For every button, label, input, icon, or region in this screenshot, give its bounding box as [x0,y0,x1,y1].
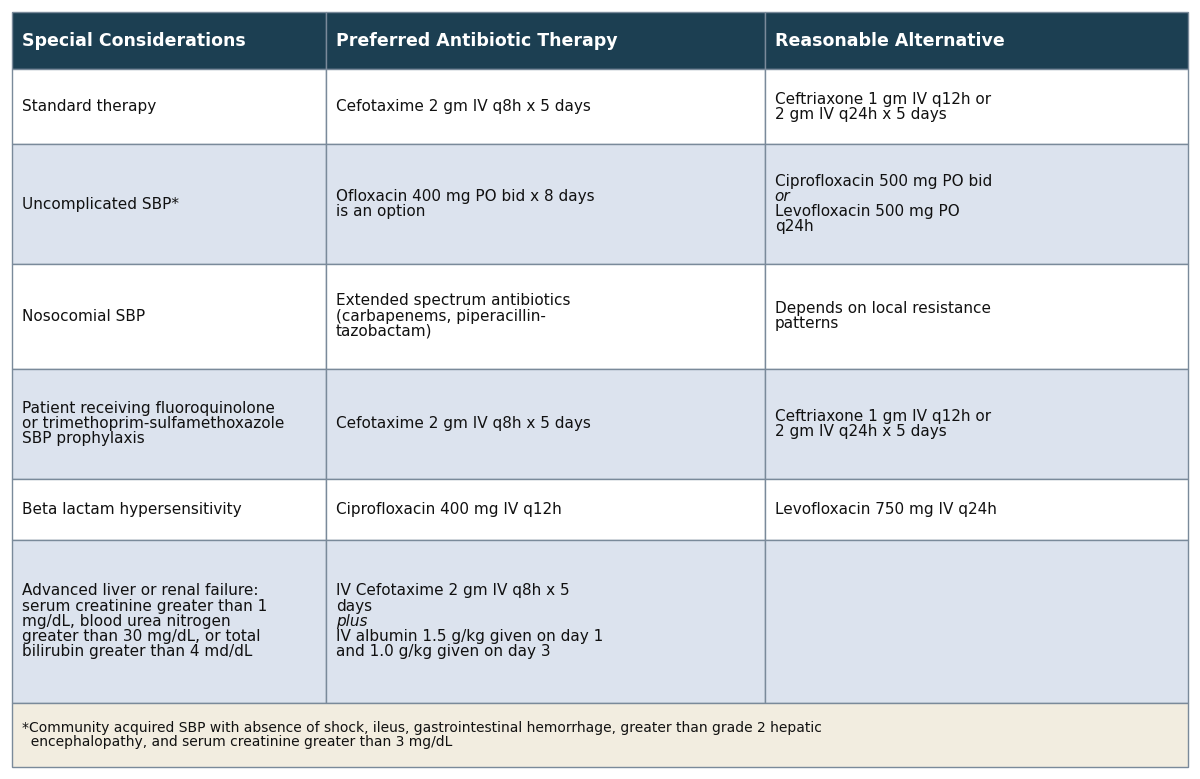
Text: Reasonable Alternative: Reasonable Alternative [775,32,1004,50]
Bar [325,368,764,479]
Text: 2 gm IV q24h x 5 days: 2 gm IV q24h x 5 days [775,424,947,439]
Bar [12,540,325,703]
Bar [764,479,1188,540]
Text: Uncomplicated SBP*: Uncomplicated SBP* [22,196,179,212]
Bar [764,12,1188,69]
Text: Nosocomial SBP: Nosocomial SBP [22,308,145,323]
Text: serum creatinine greater than 1: serum creatinine greater than 1 [22,598,268,614]
Bar [764,144,1188,263]
Text: Advanced liver or renal failure:: Advanced liver or renal failure: [22,583,258,598]
Text: bilirubin greater than 4 md/dL: bilirubin greater than 4 md/dL [22,644,252,659]
Text: tazobactam): tazobactam) [336,324,432,339]
Text: or: or [775,189,791,204]
Bar [325,12,764,69]
Text: SBP prophylaxis: SBP prophylaxis [22,432,145,446]
Text: Levofloxacin 500 mg PO: Levofloxacin 500 mg PO [775,204,959,219]
Bar [325,479,764,540]
Bar [12,144,325,263]
Text: encephalopathy, and serum creatinine greater than 3 mg/dL: encephalopathy, and serum creatinine gre… [22,735,452,749]
Text: Ofloxacin 400 mg PO bid x 8 days: Ofloxacin 400 mg PO bid x 8 days [336,189,594,204]
Text: Cefotaxime 2 gm IV q8h x 5 days: Cefotaxime 2 gm IV q8h x 5 days [336,416,590,432]
Text: Patient receiving fluoroquinolone: Patient receiving fluoroquinolone [22,401,275,416]
Bar [12,263,325,368]
Text: Ciprofloxacin 500 mg PO bid: Ciprofloxacin 500 mg PO bid [775,174,992,189]
Bar [325,144,764,263]
Bar [325,69,764,144]
Text: *Community acquired SBP with absence of shock, ileus, gastrointestinal hemorrhag: *Community acquired SBP with absence of … [22,721,822,735]
Text: Depends on local resistance: Depends on local resistance [775,301,991,316]
Text: Ciprofloxacin 400 mg IV q12h: Ciprofloxacin 400 mg IV q12h [336,502,562,516]
Text: Standard therapy: Standard therapy [22,100,156,115]
Text: IV albumin 1.5 g/kg given on day 1: IV albumin 1.5 g/kg given on day 1 [336,629,602,644]
Text: Cefotaxime 2 gm IV q8h x 5 days: Cefotaxime 2 gm IV q8h x 5 days [336,100,590,115]
Bar [764,263,1188,368]
Text: and 1.0 g/kg given on day 3: and 1.0 g/kg given on day 3 [336,644,551,659]
Text: Extended spectrum antibiotics: Extended spectrum antibiotics [336,294,570,308]
Bar [325,540,764,703]
Text: Ceftriaxone 1 gm IV q12h or: Ceftriaxone 1 gm IV q12h or [775,409,991,424]
Bar [12,479,325,540]
Text: q24h: q24h [775,220,814,234]
Text: is an option: is an option [336,204,425,219]
Bar [12,703,1188,767]
Bar [764,540,1188,703]
Text: Beta lactam hypersensitivity: Beta lactam hypersensitivity [22,502,241,516]
Bar [325,263,764,368]
Bar [764,69,1188,144]
Text: 2 gm IV q24h x 5 days: 2 gm IV q24h x 5 days [775,107,947,122]
Text: greater than 30 mg/dL, or total: greater than 30 mg/dL, or total [22,629,260,644]
Text: plus: plus [336,614,367,629]
Bar [12,368,325,479]
Text: patterns: patterns [775,316,839,331]
Bar [12,12,325,69]
Text: Ceftriaxone 1 gm IV q12h or: Ceftriaxone 1 gm IV q12h or [775,92,991,107]
Text: Levofloxacin 750 mg IV q24h: Levofloxacin 750 mg IV q24h [775,502,996,516]
Text: Preferred Antibiotic Therapy: Preferred Antibiotic Therapy [336,32,617,50]
Bar [12,69,325,144]
Text: Special Considerations: Special Considerations [22,32,246,50]
Text: IV Cefotaxime 2 gm IV q8h x 5: IV Cefotaxime 2 gm IV q8h x 5 [336,583,569,598]
Text: days: days [336,598,372,614]
Bar [764,368,1188,479]
Text: mg/dL, blood urea nitrogen: mg/dL, blood urea nitrogen [22,614,230,629]
Text: (carbapenems, piperacillin-: (carbapenems, piperacillin- [336,308,546,323]
Text: or trimethoprim-sulfamethoxazole: or trimethoprim-sulfamethoxazole [22,416,284,432]
